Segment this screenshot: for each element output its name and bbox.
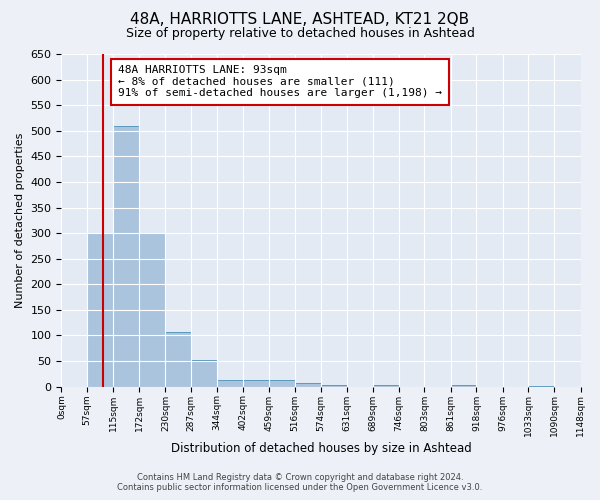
Text: 48A, HARRIOTTS LANE, ASHTEAD, KT21 2QB: 48A, HARRIOTTS LANE, ASHTEAD, KT21 2QB xyxy=(130,12,470,28)
Text: Size of property relative to detached houses in Ashtead: Size of property relative to detached ho… xyxy=(125,28,475,40)
Bar xyxy=(139,233,166,386)
Bar xyxy=(269,380,295,386)
Bar xyxy=(217,380,243,386)
Bar xyxy=(373,385,399,386)
Bar xyxy=(87,233,113,386)
Text: Contains HM Land Registry data © Crown copyright and database right 2024.
Contai: Contains HM Land Registry data © Crown c… xyxy=(118,473,482,492)
Bar xyxy=(295,383,321,386)
Bar xyxy=(451,385,476,386)
Bar xyxy=(243,380,269,386)
Text: 48A HARRIOTTS LANE: 93sqm
← 8% of detached houses are smaller (111)
91% of semi-: 48A HARRIOTTS LANE: 93sqm ← 8% of detach… xyxy=(118,66,442,98)
Y-axis label: Number of detached properties: Number of detached properties xyxy=(15,132,25,308)
Bar xyxy=(113,126,139,386)
Bar xyxy=(191,360,217,386)
Bar xyxy=(321,384,347,386)
X-axis label: Distribution of detached houses by size in Ashtead: Distribution of detached houses by size … xyxy=(170,442,472,455)
Bar xyxy=(166,332,191,386)
